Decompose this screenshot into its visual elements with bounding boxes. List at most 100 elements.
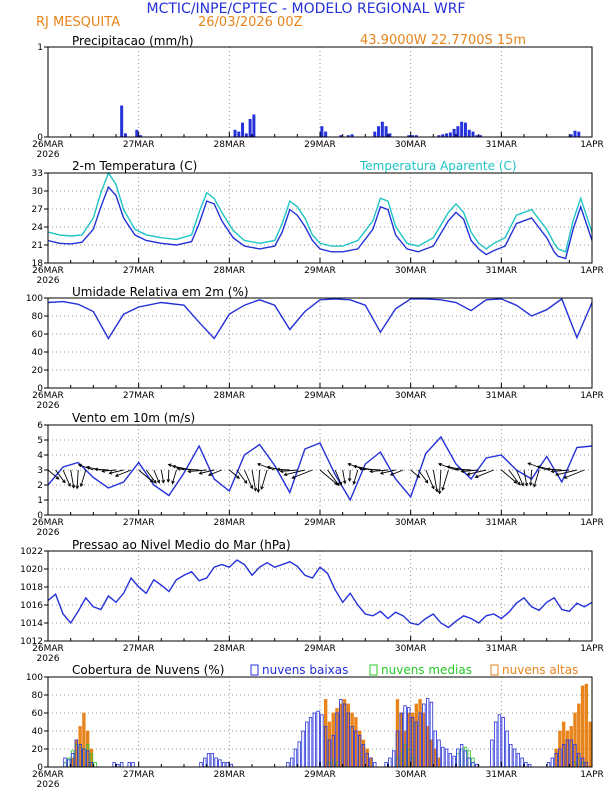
pressure-grid [48, 551, 593, 641]
y-tick-label: 1018 [20, 583, 43, 593]
cloud-bar-low [112, 762, 116, 768]
wind-arrow [70, 469, 75, 488]
wind-arrow [564, 469, 585, 479]
cloud-bar-low [501, 717, 505, 768]
wind-arrow [188, 469, 207, 473]
wind-arrow-head [283, 472, 288, 477]
cloud-bar-low [459, 744, 464, 768]
cloud-bar-low [203, 757, 207, 768]
y-tick-label: 20 [32, 745, 44, 755]
precip-bar [475, 135, 479, 137]
wind-ticks: 0 1 2 3 4 5 6 26MAR 27MAR 28MAR 29MAR 30MAR 31MAR 1AP… [32, 421, 604, 538]
wind-arrow-head [85, 465, 90, 470]
wind-arrow-head [156, 479, 161, 484]
y-tick-label: 1 [37, 496, 43, 506]
precip-bar [324, 131, 328, 137]
cloud-bar-low [444, 748, 449, 768]
wind-arrow-head [75, 485, 80, 490]
x-day-label: 29MAR [304, 140, 336, 150]
wind-arrow [547, 468, 562, 471]
cloud-bar-low [289, 757, 294, 768]
wind-arrow-head [62, 479, 66, 484]
clouds-bars [63, 683, 592, 768]
x-day-label: 26MAR [32, 140, 64, 150]
x-day-label: 1APR [580, 266, 604, 276]
cloud-bar-low [131, 762, 135, 768]
wind-arrow [334, 469, 342, 485]
wind-arrow-head [149, 478, 154, 483]
wind-arrow-head [256, 462, 261, 467]
x-day-label: 31MAR [486, 140, 518, 150]
wind-arrow-head [176, 467, 181, 471]
humidity-title: Umidade Relativa em 2m (%) [72, 285, 249, 299]
wind-arrow [95, 468, 109, 471]
cloud-bar-low [441, 746, 445, 768]
wind-arrow [257, 469, 261, 493]
wind-arrow [260, 469, 268, 490]
precip-bar [463, 122, 467, 137]
wind-arrow [555, 469, 577, 476]
clouds-grid [48, 677, 593, 767]
cloud-bar-low [452, 755, 456, 768]
cloud-bar-low [127, 762, 131, 768]
x-day-label: 30MAR [395, 391, 427, 401]
legend-high-clouds: nuvens altas [502, 663, 578, 677]
humidity-ticks: 0 20 40 60 80 100 26MAR 27MAR 28MAR 29MAR 30MAR 31M… [26, 294, 604, 411]
wind-arrow-head [563, 475, 568, 479]
precip-bar [577, 131, 581, 137]
wind-arrow [109, 469, 124, 474]
cloud-bar-low [516, 753, 521, 768]
precip-bar [437, 135, 441, 137]
wind-arrow [533, 469, 540, 487]
wind-arrow-head [336, 482, 340, 487]
wind-arrow [199, 469, 215, 474]
x-day-label: 1APR [580, 391, 604, 401]
y-tick-label: 30 [32, 187, 44, 197]
wind-arrow-head [550, 469, 555, 474]
precip-bar [388, 133, 392, 137]
cloud-bar-low [448, 753, 453, 768]
legend-low-swatch [250, 664, 259, 676]
wind-line [47, 435, 593, 502]
cloud-bar-low [221, 762, 226, 768]
x-day-label: 29MAR [304, 770, 336, 780]
wind-arrow [353, 469, 359, 485]
humidity-line [47, 297, 593, 340]
wind-arrow [551, 469, 570, 473]
precipitation-grid [138, 47, 593, 137]
wind-arrow [461, 469, 479, 472]
panel-pressure: 1012 1014 1016 1018 1020 1022 26MAR 27MAR 28MAR 2… [20, 538, 604, 664]
x-year-label: 2026 [37, 654, 60, 664]
cloud-bar-low [225, 762, 230, 768]
wind-arrow [359, 468, 381, 471]
cloud-bar-low [316, 710, 320, 768]
legend-mid-swatch [369, 664, 378, 676]
wind-arrow [530, 469, 533, 486]
panel-temperature: 18 21 24 27 30 33 26MAR 27MAR 28MAR 29MAR 30MAR 31M… [32, 159, 604, 286]
wind-arrow [171, 469, 177, 484]
wind-arrow [62, 469, 71, 487]
cloud-bar-low [524, 762, 528, 768]
wind-arrow-head [466, 472, 471, 476]
precipitation-title: Precipitacao (mm/h) [72, 34, 194, 48]
wind-arrow-head [434, 488, 439, 493]
y-tick-label: 27 [32, 205, 43, 215]
x-day-label: 27MAR [123, 140, 155, 150]
x-day-label: 30MAR [395, 518, 427, 528]
wind-arrow-head [437, 490, 442, 495]
precip-bar [380, 121, 384, 137]
precip-bar [479, 135, 483, 137]
wind-arrow-head [517, 481, 521, 486]
panel-wind: 0 1 2 3 4 5 6 26MAR 27MAR 28MAR 29MAR 30MAR 31MAR 1AP… [32, 411, 604, 538]
precip-bar [414, 135, 418, 137]
x-day-label: 29MAR [304, 518, 336, 528]
y-tick-label: 80 [32, 312, 44, 322]
panel-precipitation: 0 1 26MAR 27MAR 28MAR 29MAR 30MAR 31MAR 1APR 2026… [32, 34, 604, 160]
y-tick-label: 1016 [20, 601, 43, 611]
wind-arrow [257, 463, 275, 471]
temperature-title: 2-m Temperatura (C) [72, 159, 197, 173]
wind-arrow-head [236, 475, 240, 479]
wind-arrow-head [347, 478, 352, 482]
wind-arrow [167, 469, 170, 482]
